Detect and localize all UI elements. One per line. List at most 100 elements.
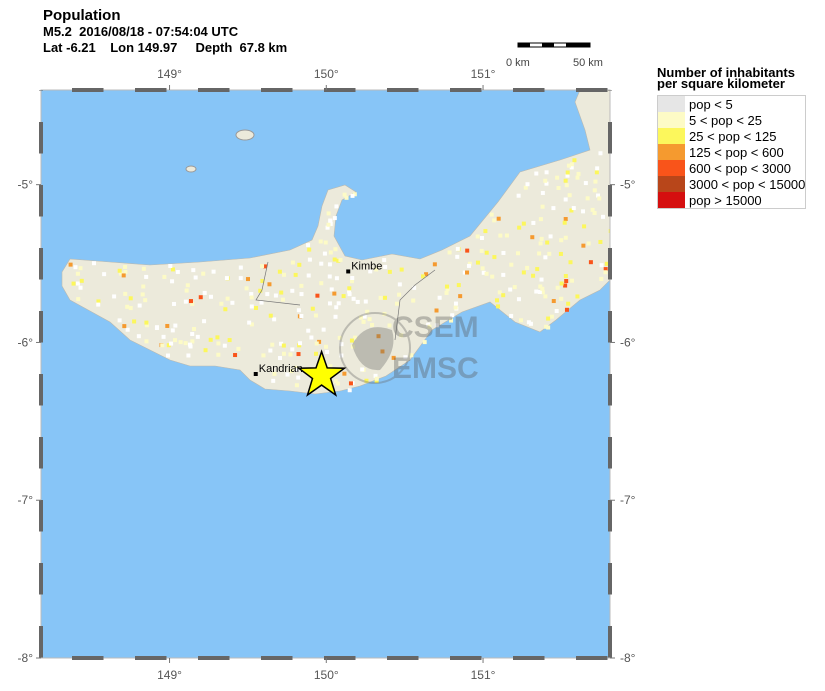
- population-cell: [328, 364, 333, 369]
- population-cell: [475, 260, 480, 265]
- population-cell: [411, 298, 416, 303]
- population-cell: [374, 379, 379, 384]
- population-cell: [307, 247, 312, 252]
- population-cell: [347, 292, 352, 297]
- map-title: Population: [43, 7, 121, 24]
- population-cell: [361, 319, 366, 324]
- population-cell: [496, 216, 501, 221]
- population-cell: [525, 182, 530, 187]
- population-cell: [566, 301, 571, 306]
- legend-label: 125 < pop < 600: [689, 144, 784, 160]
- event-info: M5.2 2016/08/18 - 07:54:04 UTC: [43, 24, 239, 39]
- population-cell: [382, 311, 387, 316]
- population-cell: [78, 285, 83, 290]
- map-frame: 149° 149° 150° 150° 151° 151° -5° -5° -6° -6° -7° -…: [18, 67, 636, 682]
- population-cell: [118, 271, 123, 276]
- lat-tick-label-left: -8°: [18, 651, 34, 665]
- population-cell: [462, 270, 467, 275]
- population-cell: [141, 266, 146, 271]
- city-marker: [253, 372, 258, 376]
- population-cell: [175, 269, 180, 274]
- city-marker: [346, 269, 351, 274]
- population-cell: [121, 273, 126, 278]
- new-britain-island: [61, 90, 610, 395]
- population-cell: [201, 271, 206, 276]
- population-cell: [92, 261, 97, 266]
- population-cell: [236, 346, 241, 351]
- population-cell: [280, 297, 285, 302]
- population-cell: [581, 209, 586, 214]
- population-cell: [306, 243, 311, 248]
- population-cell: [547, 251, 552, 256]
- population-cell: [222, 343, 227, 348]
- population-cell: [479, 248, 484, 253]
- population-cell: [576, 171, 581, 176]
- population-cell: [208, 294, 213, 299]
- population-cell: [272, 371, 277, 376]
- population-cell: [96, 299, 101, 304]
- population-cell: [249, 292, 254, 297]
- population-cell: [161, 334, 166, 339]
- population-cell: [293, 272, 298, 277]
- population-cell: [515, 251, 520, 256]
- population-cell: [123, 264, 128, 269]
- population-cell: [483, 229, 488, 234]
- population-cell: [336, 301, 341, 306]
- population-cell: [318, 239, 323, 244]
- population-cell: [546, 325, 551, 330]
- population-cell: [544, 170, 549, 175]
- population-cell: [334, 276, 339, 281]
- population-cell: [342, 192, 347, 197]
- population-cell: [75, 271, 80, 276]
- population-cell: [519, 318, 524, 323]
- population-cell: [556, 185, 561, 190]
- legend-label: 25 < pop < 125: [689, 128, 777, 144]
- lon-tick-label-top: 149°: [157, 67, 182, 81]
- population-cell: [190, 339, 195, 344]
- population-cell: [68, 262, 73, 267]
- population-cell: [551, 299, 556, 304]
- population-cell: [409, 353, 414, 358]
- population-cell: [540, 290, 545, 295]
- population-cell: [484, 250, 489, 255]
- population-cell: [277, 269, 282, 274]
- population-cell: [328, 219, 333, 224]
- population-cell: [136, 334, 141, 339]
- population-cell: [555, 285, 560, 290]
- population-cell: [350, 279, 355, 284]
- population-cell: [208, 337, 213, 342]
- svg-text:CSEM: CSEM: [392, 311, 479, 344]
- population-cell: [450, 313, 455, 318]
- population-cell: [216, 341, 221, 346]
- population-cell: [570, 278, 575, 283]
- population-cell: [575, 175, 580, 180]
- population-cell: [178, 340, 183, 345]
- population-cell: [260, 278, 265, 283]
- population-cell: [183, 341, 188, 346]
- population-cell: [188, 299, 193, 304]
- population-cell: [563, 283, 568, 288]
- population-cell: [572, 158, 577, 163]
- population-cell: [259, 300, 264, 305]
- population-cell: [554, 309, 559, 314]
- population-cell: [350, 344, 355, 349]
- population-cell: [336, 258, 341, 263]
- population-cell: [526, 320, 531, 325]
- population-cell: [309, 335, 314, 340]
- population-cell: [569, 208, 574, 213]
- population-cell: [238, 276, 243, 281]
- population-cell: [603, 270, 608, 275]
- population-cell: [326, 211, 331, 216]
- population-cell: [594, 170, 599, 175]
- population-cell: [582, 224, 587, 229]
- population-cell: [569, 162, 574, 167]
- legend-swatch: [658, 176, 685, 192]
- legend-item: 25 < pop < 125: [658, 128, 805, 144]
- population-cell: [534, 289, 539, 294]
- population-cell: [329, 287, 334, 292]
- legend-title: Number of inhabitants: [657, 65, 795, 80]
- population-cell: [397, 292, 402, 297]
- population-cell: [530, 235, 535, 240]
- population-cells: [68, 151, 610, 393]
- population-cell: [102, 272, 107, 277]
